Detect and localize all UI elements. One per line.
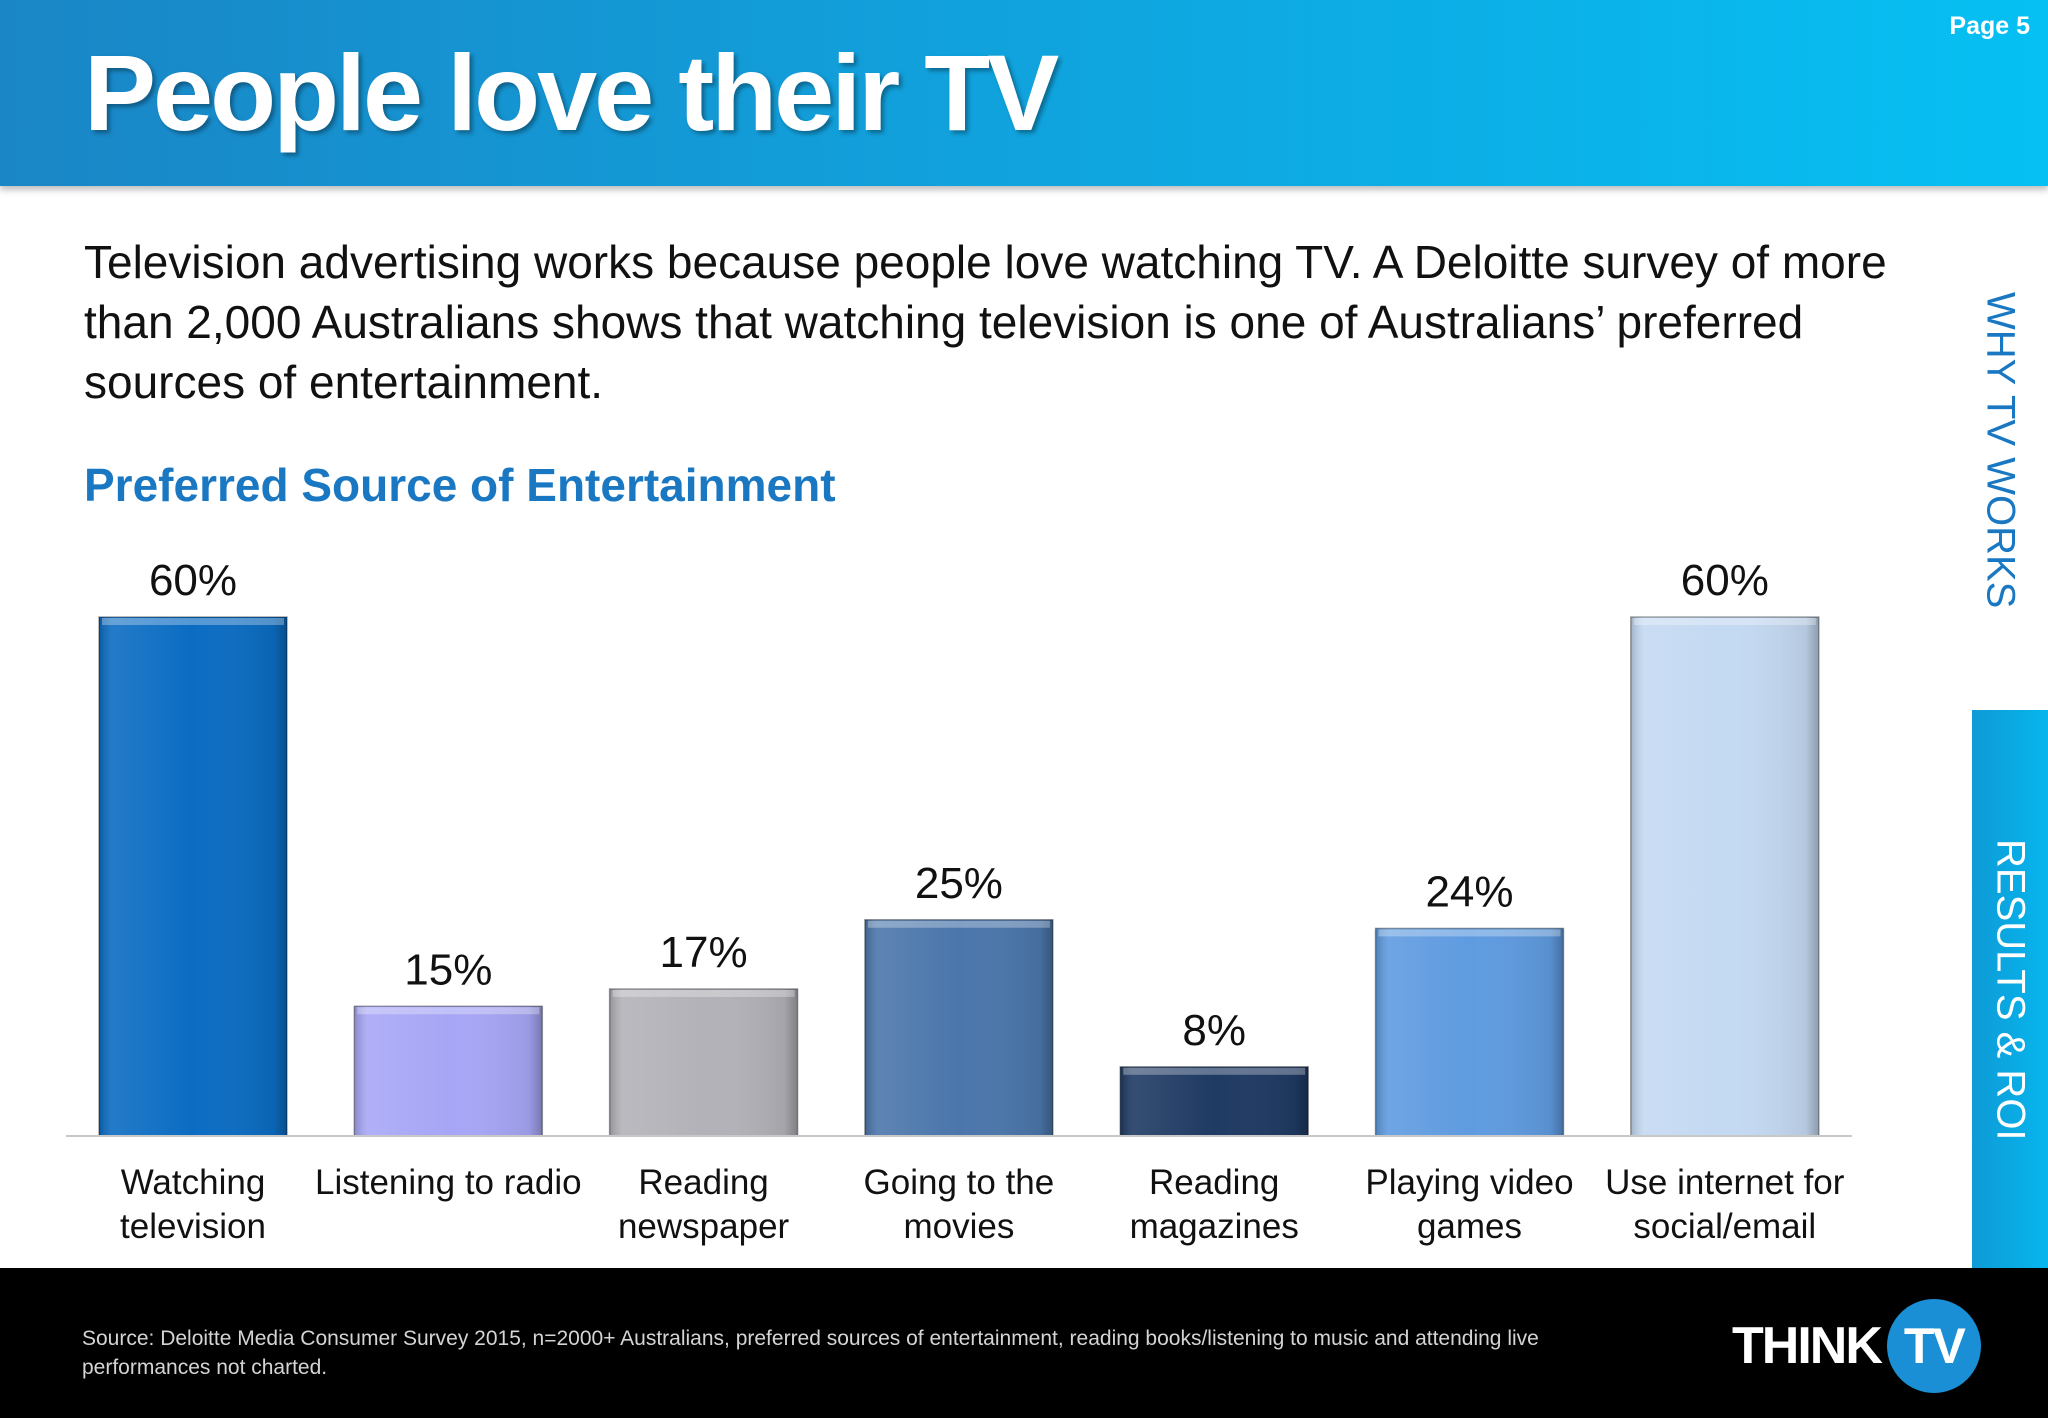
- bar-highlight-6: [1633, 618, 1816, 625]
- category-label: social/email: [1633, 1207, 1816, 1246]
- category-label: magazines: [1130, 1207, 1299, 1246]
- category-label: Watching: [121, 1163, 266, 1202]
- bar-highlight-3: [867, 920, 1050, 928]
- data-label: 24%: [1425, 867, 1513, 916]
- data-label: 60%: [1681, 556, 1769, 605]
- bar-highlight-5: [1378, 929, 1561, 937]
- data-label: 8%: [1182, 1006, 1246, 1055]
- category-label: newspaper: [618, 1207, 790, 1246]
- bar-shade-3: [864, 919, 1053, 1136]
- data-label: 25%: [915, 859, 1003, 908]
- bar-shade-0: [99, 617, 287, 1136]
- side-nav-results-roi[interactable]: RESULTS & ROI: [1972, 710, 2048, 1270]
- category-label: Reading: [1149, 1163, 1279, 1202]
- category-label: Playing video: [1365, 1163, 1573, 1202]
- header-banner: People love their TV Page 5: [0, 0, 2048, 186]
- side-nav-results-roi-label: RESULTS & ROI: [1988, 839, 2033, 1141]
- source-note: Source: Deloitte Media Consumer Survey 2…: [82, 1327, 1539, 1379]
- data-label: 15%: [404, 945, 492, 994]
- category-label: Going to the: [864, 1163, 1055, 1202]
- footer: Source: Deloitte Media Consumer Survey 2…: [0, 1268, 2048, 1418]
- logo-think-text: THINK: [1732, 1317, 1883, 1375]
- bar-shade-1: [354, 1006, 543, 1136]
- category-label: television: [120, 1207, 266, 1246]
- bar-highlight-0: [102, 618, 284, 625]
- side-nav-why-tv-works-label: WHY TV WORKS: [1978, 291, 2023, 609]
- bar-highlight-1: [357, 1007, 540, 1015]
- side-nav-why-tv-works[interactable]: WHY TV WORKS: [1968, 292, 2032, 608]
- thinktv-logo: THINK TV: [1732, 1296, 1981, 1396]
- bar-highlight-4: [1123, 1067, 1306, 1075]
- logo-tv-text: TV: [1903, 1318, 1966, 1374]
- intro-paragraph: Television advertising works because peo…: [84, 236, 1887, 408]
- logo-tv-circle: TV: [1886, 1299, 1981, 1393]
- category-label: Listening to radio: [315, 1163, 582, 1202]
- category-label: Use internet for: [1605, 1163, 1845, 1202]
- data-label: 17%: [660, 928, 748, 977]
- category-label: Reading: [638, 1163, 768, 1202]
- bar-shade-6: [1630, 617, 1819, 1136]
- category-label: games: [1417, 1207, 1522, 1246]
- bar-shade-5: [1375, 928, 1564, 1136]
- page-number: Page 5: [1949, 12, 2030, 40]
- bar-shade-2: [609, 988, 798, 1136]
- bar-highlight-2: [612, 989, 795, 997]
- page-title: People love their TV: [84, 32, 1059, 153]
- category-label: movies: [903, 1207, 1014, 1246]
- bar-shade-4: [1120, 1066, 1309, 1136]
- chart-title: Preferred Source of Entertainment: [84, 459, 836, 511]
- data-label: 60%: [149, 556, 237, 605]
